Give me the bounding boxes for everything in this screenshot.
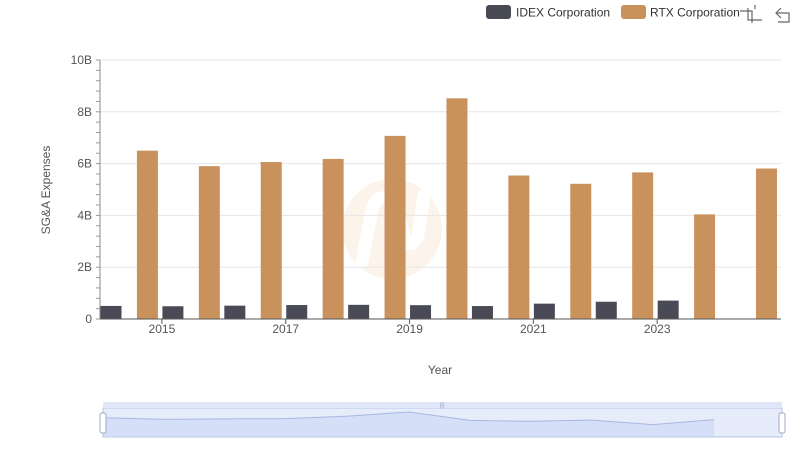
- legend-item-idex[interactable]: IDEX Corporation: [486, 5, 610, 20]
- zoom-preview-fill: [104, 412, 714, 436]
- zoom-top-bar[interactable]: [103, 402, 782, 408]
- legend-swatch-rtx: [621, 5, 646, 19]
- bar-idex-2019: [410, 305, 432, 319]
- bar-idex-2017: [286, 305, 308, 319]
- legend-item-rtx[interactable]: RTX Corporation: [621, 5, 740, 20]
- bar-rtx-2015: [198, 166, 220, 319]
- bar-rtx-2014: [136, 150, 158, 319]
- bar-rtx-2017: [322, 158, 344, 319]
- bar-rtx-2016: [260, 162, 282, 319]
- y-axis: 0 2B 4B 6B 8B 10B: [71, 53, 101, 326]
- bar-rtx-2022: [632, 172, 654, 319]
- y-tick-label: 6B: [77, 157, 92, 171]
- zoom-handle-left[interactable]: [99, 412, 107, 434]
- y-axis-label: SG&A Expenses: [39, 146, 53, 235]
- bar-idex-2021: [533, 303, 555, 319]
- legend-label-idex: IDEX Corporation: [516, 6, 610, 20]
- bar-idex-2022: [595, 301, 617, 319]
- x-tick-label: 2015: [149, 322, 176, 336]
- zoom-preview-area: [103, 411, 715, 436]
- zoom-handle-right[interactable]: [778, 412, 786, 434]
- y-tick-label: 10B: [71, 53, 92, 67]
- bar-rtx-2020: [508, 175, 530, 319]
- x-axis-label: Year: [428, 363, 452, 377]
- zoom-preview-line: [103, 411, 715, 426]
- bar-rtx-2019: [446, 98, 468, 319]
- bar-idex-2023: [657, 300, 679, 319]
- x-tick-label: 2021: [520, 322, 547, 336]
- zoom-drag-grip[interactable]: |||: [440, 403, 445, 409]
- x-axis: 2015 2017 2019 2021 2023: [100, 318, 781, 336]
- bar-idex-2015: [162, 306, 184, 319]
- bar-idex-2020: [471, 306, 493, 319]
- legend-swatch-idex: [486, 5, 511, 19]
- bar-rtx-2018: [384, 135, 406, 319]
- data-zoom-slider[interactable]: |||: [99, 402, 786, 438]
- y-tick-label: 2B: [77, 260, 92, 274]
- x-tick-label: 2023: [644, 322, 671, 336]
- bar-idex-2014: [100, 305, 122, 319]
- y-tick-label: 0: [85, 312, 92, 326]
- bar-rtx-2021: [570, 183, 592, 319]
- bars-layer: [100, 98, 777, 319]
- y-tick-label: 8B: [77, 105, 92, 119]
- legend-label-rtx: RTX Corporation: [650, 6, 740, 20]
- legend: IDEX Corporation RTX Corporation: [486, 5, 740, 20]
- bar-idex-2018: [348, 304, 370, 319]
- bar-rtx-2024: [756, 168, 777, 319]
- y-tick-label: 4B: [77, 208, 92, 222]
- x-tick-label: 2017: [272, 322, 299, 336]
- bar-rtx-2023: [694, 214, 716, 319]
- x-tick-label: 2019: [396, 322, 423, 336]
- bar-idex-2016: [224, 305, 246, 319]
- restore-icon[interactable]: [775, 7, 790, 23]
- crop-zoom-icon[interactable]: [740, 5, 762, 23]
